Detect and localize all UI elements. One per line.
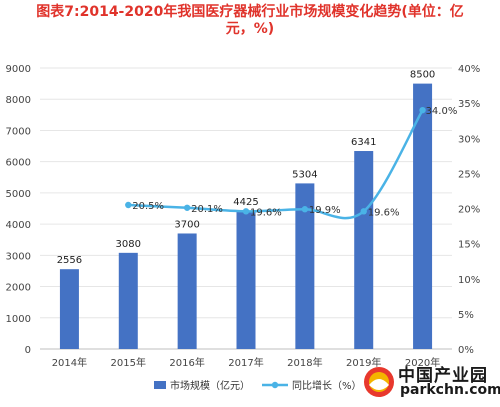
brand-url: parkchn.com	[400, 382, 500, 398]
bar-value-label: 8500	[410, 70, 435, 81]
legend-bar-label: 市场规模（亿元）	[170, 379, 250, 392]
bar	[413, 83, 433, 349]
watermark: 中国产业园 parkchn.com	[362, 361, 500, 401]
x-tick-label: 2020年	[405, 356, 440, 369]
line-point	[242, 208, 250, 215]
y-right-tick-label: 20%	[458, 205, 480, 216]
y-left-tick-label: 1000	[6, 314, 31, 325]
brand-name: 中国产业园	[398, 366, 488, 386]
y-left-tick-label: 0	[25, 345, 31, 356]
bar-value-label: 2556	[57, 255, 82, 266]
bar-value-label: 3080	[116, 239, 141, 250]
y-right-tick-label: 10%	[458, 275, 480, 286]
y-left-tick-label: 8000	[6, 95, 31, 106]
y-right-tick-label: 0%	[458, 345, 474, 356]
line-point	[419, 106, 426, 114]
bar	[236, 210, 256, 349]
line-value-label: 20.5%	[132, 201, 164, 212]
y-left-tick-label: 5000	[6, 189, 31, 200]
y-left-tick-label: 7000	[6, 126, 31, 137]
brand-logo-icon	[364, 367, 394, 397]
bar-value-label: 4425	[233, 197, 258, 208]
bar-value-label: 5304	[292, 169, 317, 180]
bar	[354, 151, 374, 349]
bar	[118, 252, 138, 349]
y-left-tick-label: 4000	[6, 220, 31, 231]
bar	[295, 183, 315, 349]
y-left-tick-label: 6000	[6, 158, 31, 169]
y-left-tick-label: 3000	[6, 251, 31, 262]
chart-title-line2: 元，%)	[225, 21, 275, 37]
legend-line-marker	[271, 381, 279, 389]
line-point	[301, 206, 309, 213]
x-tick-label: 2014年	[52, 356, 87, 369]
bar	[177, 233, 197, 349]
chart-title-line1: 图表7:2014-2020年我国医疗器械行业市场规模变化趋势(单位：亿	[36, 4, 464, 20]
x-tick-label: 2018年	[287, 356, 322, 369]
x-tick-label: 2019年	[346, 356, 381, 369]
line-point	[183, 204, 191, 211]
y-left-tick-label: 9000	[6, 64, 31, 75]
line-value-label: 19.6%	[250, 207, 282, 218]
legend-bar-swatch	[154, 381, 166, 389]
line-point	[360, 208, 367, 215]
bar-value-label: 3700	[174, 219, 199, 230]
y-right-tick-label: 35%	[458, 99, 480, 110]
legend-line-label: 同比增长（%）	[292, 379, 362, 392]
y-right-tick-label: 25%	[458, 169, 480, 180]
x-tick-label: 2016年	[169, 356, 204, 369]
line-point	[125, 201, 132, 209]
x-tick-label: 2017年	[228, 356, 263, 369]
chart-title: 图表7:2014-2020年我国医疗器械行业市场规模变化趋势(单位：亿 元，%)	[10, 4, 490, 38]
series-line	[128, 109, 424, 220]
line-value-label: 20.1%	[191, 204, 223, 215]
x-tick-label: 2015年	[111, 356, 146, 369]
line-value-label: 34.0%	[426, 106, 458, 117]
line-value-label: 19.6%	[368, 207, 400, 218]
y-right-tick-label: 40%	[458, 64, 480, 75]
y-right-tick-label: 5%	[458, 310, 474, 321]
bar	[59, 269, 79, 349]
y-right-tick-label: 15%	[458, 240, 480, 251]
y-right-tick-label: 30%	[458, 134, 480, 145]
line-value-label: 19.9%	[309, 205, 341, 216]
bar-value-label: 6341	[351, 137, 376, 148]
y-left-tick-label: 2000	[6, 283, 31, 294]
